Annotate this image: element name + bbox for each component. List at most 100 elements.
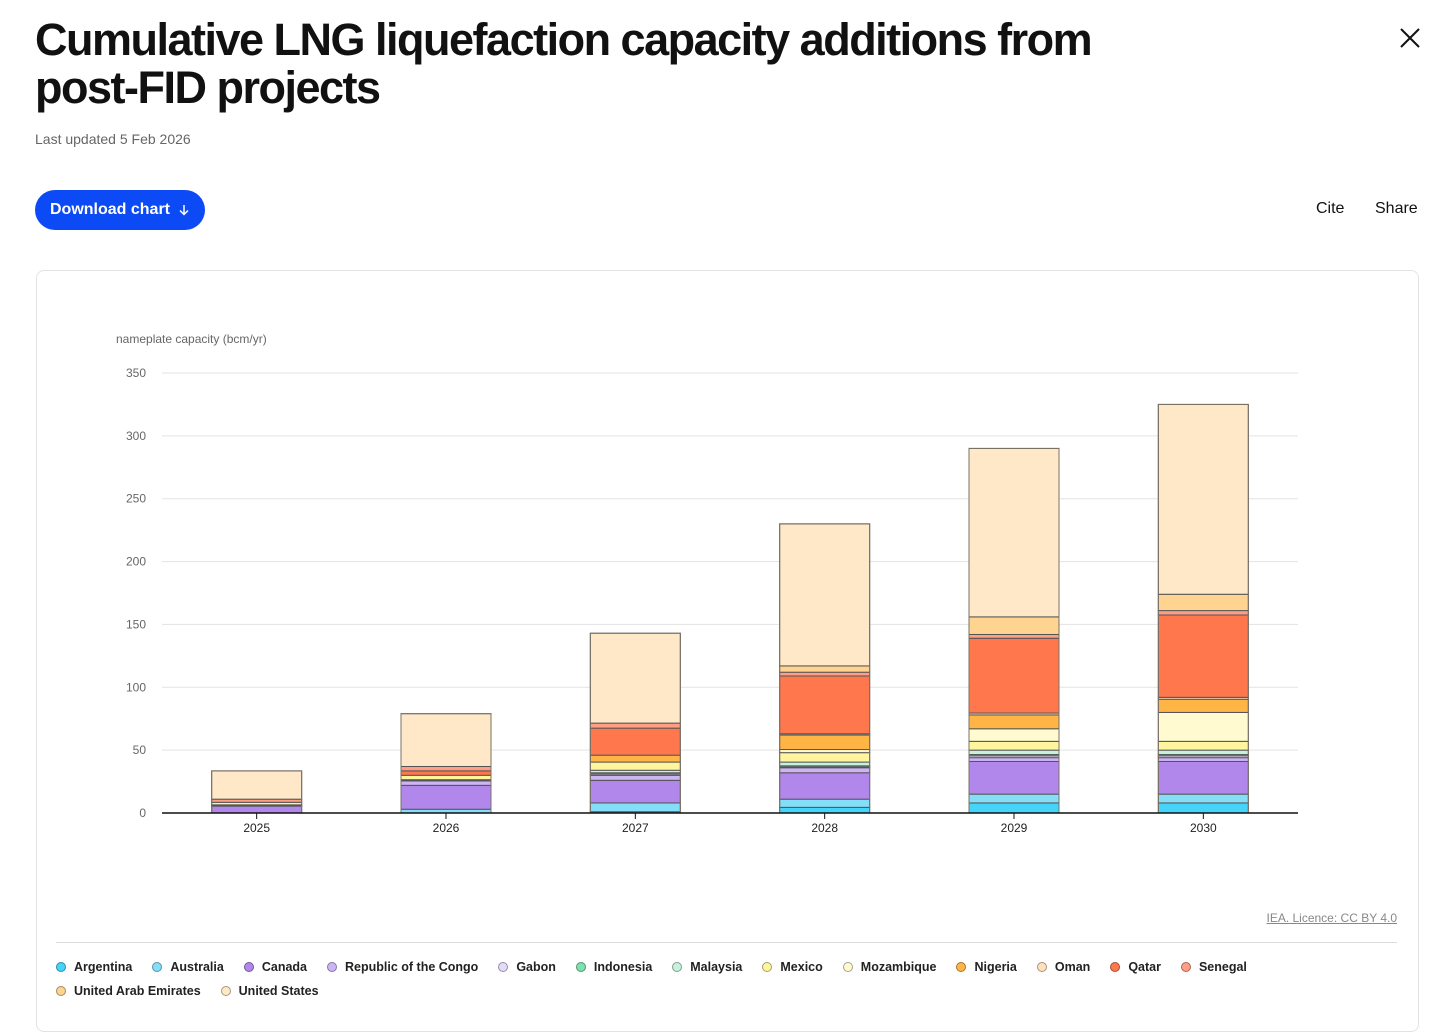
arrow-down-icon <box>179 205 189 216</box>
legend-label: Mozambique <box>860 960 937 974</box>
legend-label: Oman <box>1054 960 1091 974</box>
legend-item[interactable]: Australia <box>152 958 224 976</box>
legend-swatch-icon <box>1180 962 1191 972</box>
bar-segment <box>1157 698 1249 713</box>
bar-segment <box>1157 760 1249 795</box>
bar-segment <box>589 632 681 724</box>
legend-item[interactable]: Canada <box>243 958 307 976</box>
legend-swatch-icon <box>243 962 254 972</box>
bar-segment <box>1157 610 1249 616</box>
legend-item[interactable]: Argentina <box>56 958 132 976</box>
bar-stack-2028 <box>779 523 871 814</box>
y-tick-label: 100 <box>126 680 146 694</box>
y-tick-label: 0 <box>139 806 146 820</box>
bar-segment <box>211 770 303 800</box>
legend-label: Nigeria <box>974 960 1017 974</box>
bar-segment <box>968 637 1060 714</box>
bar-segment <box>968 714 1060 730</box>
legend-swatch-icon <box>56 962 66 972</box>
bar-stack-2027 <box>589 632 681 814</box>
legend-swatch-icon <box>327 962 337 972</box>
stacked-bar-chart: nameplate capacity (bcm/yr) 0 50 100 150 200 2… <box>116 332 1298 835</box>
bar-segment <box>779 767 871 774</box>
bar-segment <box>589 761 681 771</box>
cite-link[interactable]: Cite <box>1316 200 1345 217</box>
bar-segment <box>968 447 1060 618</box>
source-link[interactable]: IEA. Licence: CC BY 4.0 <box>1266 911 1397 925</box>
x-tick-label: 2029 <box>1001 821 1028 835</box>
bar-segment <box>1157 757 1249 762</box>
legend-item[interactable]: Senegal <box>1180 958 1247 976</box>
bar-segment <box>400 770 492 776</box>
bar-segment <box>968 749 1060 756</box>
download-chart-button[interactable]: Download chart <box>35 190 205 230</box>
legend-item[interactable]: United Arab Emirates <box>56 982 201 1000</box>
bar-segment <box>968 740 1060 751</box>
bar-segment <box>589 722 681 729</box>
legend-item[interactable]: Malaysia <box>672 958 742 976</box>
bar-segment <box>589 774 681 781</box>
legend-item[interactable]: Republic of the Congo <box>327 958 478 976</box>
legend-swatch-icon <box>1110 962 1121 972</box>
legend-label: Qatar <box>1128 960 1161 974</box>
x-tick-label: 2027 <box>622 821 649 835</box>
bar-segment <box>589 727 681 756</box>
x-tick-label: 2028 <box>811 821 838 835</box>
x-tick-label: 2026 <box>433 821 460 835</box>
y-axis-label: nameplate capacity (bcm/yr) <box>116 332 267 346</box>
bar-segment <box>779 675 871 735</box>
download-label: Download chart <box>49 201 170 218</box>
bar-segment <box>779 761 871 767</box>
bar-segment <box>589 779 681 804</box>
bar-segment <box>1157 793 1249 804</box>
bar-segment <box>1157 802 1249 814</box>
bar-segment <box>400 784 492 810</box>
legend-swatch-icon <box>842 962 853 972</box>
legend-label: United Arab Emirates <box>74 984 201 998</box>
bar-stack-2030 <box>1157 403 1249 814</box>
legend-item[interactable]: Indonesia <box>575 958 653 976</box>
x-tick-label: 2025 <box>243 821 270 835</box>
legend-label: Mexico <box>780 960 823 974</box>
legend-label: Malaysia <box>690 960 743 974</box>
y-tick-label: 200 <box>126 555 146 569</box>
legend-item[interactable]: Qatar <box>1110 958 1161 976</box>
bar-segment <box>968 793 1060 804</box>
bar-stack-2026 <box>400 713 492 814</box>
legend-swatch-icon <box>956 962 967 972</box>
legend-label: Senegal <box>1198 960 1247 974</box>
y-tick-label: 350 <box>126 366 146 380</box>
legend-item[interactable]: Nigeria <box>956 958 1017 976</box>
last-updated: Last updated 5 Feb 2026 <box>35 131 191 147</box>
bar-segment <box>211 805 303 814</box>
bar-segment <box>779 734 871 751</box>
bar-segment <box>968 616 1060 635</box>
legend-item[interactable]: United States <box>220 982 319 1000</box>
bar-segment <box>1157 403 1249 595</box>
bar-stack-2029 <box>968 447 1060 814</box>
bar-segment <box>968 728 1060 742</box>
share-link[interactable]: Share <box>1375 200 1418 217</box>
bar-segment <box>779 772 871 800</box>
legend-item[interactable]: Gabon <box>498 958 556 976</box>
legend-swatch-icon <box>1036 962 1047 972</box>
bar-segment <box>779 523 871 667</box>
bar-segment <box>400 713 492 767</box>
bar-segment <box>1157 614 1249 698</box>
legend-item[interactable]: Mexico <box>762 958 823 976</box>
legend-swatch-icon <box>672 962 683 972</box>
legend-item[interactable]: Oman <box>1036 958 1091 976</box>
bar-segment <box>1157 593 1249 612</box>
bar-segment <box>779 665 871 673</box>
legend-swatch-icon <box>220 986 231 996</box>
bar-segment <box>968 760 1060 795</box>
legend-swatch-icon <box>762 962 773 972</box>
bar-segment <box>779 806 871 814</box>
y-tick-label: 250 <box>126 492 146 506</box>
legend-label: Indonesia <box>593 960 653 974</box>
legend-item[interactable]: Mozambique <box>842 958 937 976</box>
y-tick-label: 300 <box>126 429 146 443</box>
y-tick-label: 150 <box>126 617 146 631</box>
bar-segment <box>400 765 492 772</box>
close-icon[interactable] <box>1396 24 1424 52</box>
